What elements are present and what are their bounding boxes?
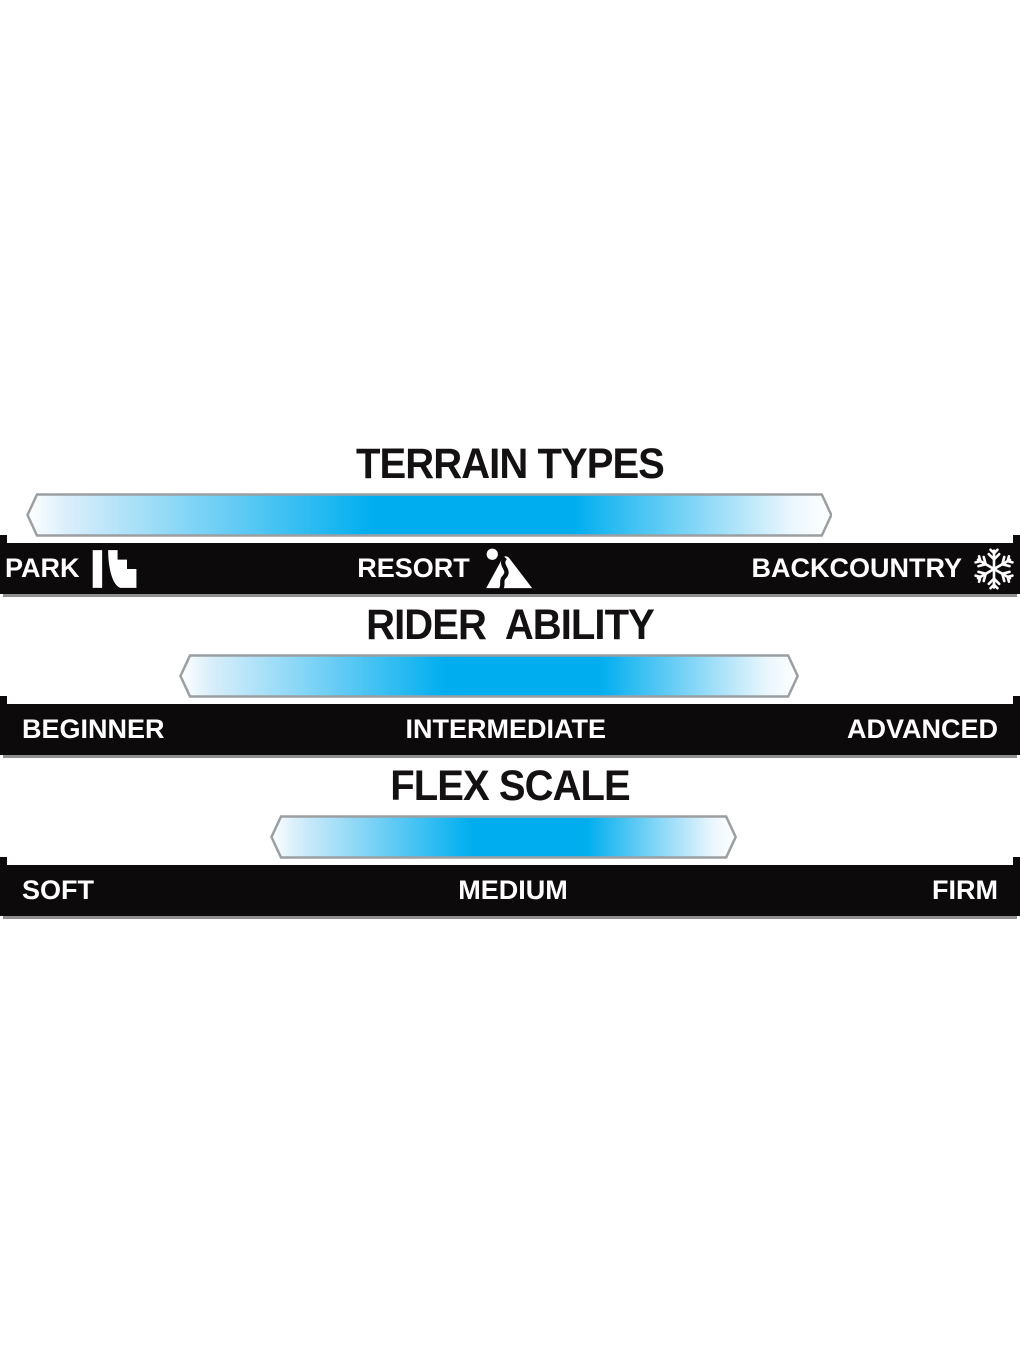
ability-gauge-bar [178,654,799,698]
terrain-gauge-bar [25,493,833,537]
terrain-gauge-shape [25,493,833,537]
ability-bar-row [0,654,1020,698]
terrain-label-park: PARK [5,553,80,583]
rider-ability-section: RIDER ABILITY BEGINNER INTERMEDIATE ADVA… [0,602,1020,755]
terrain-scale-band: PARK RESORT [0,535,1020,594]
park-label-group: PARK [5,548,139,590]
flex-scale-title: FLEX SCALE [390,762,630,810]
flex-scale-section: FLEX SCALE SOFT MEDIUM FIRM [0,763,1020,916]
firm-label-group: FIRM [932,875,998,906]
ability-scale-band: BEGINNER INTERMEDIATE ADVANCED [0,696,1020,755]
ability-label-intermediate: INTERMEDIATE [405,714,607,744]
snowflake-icon [973,547,1015,591]
advanced-label-group: ADVANCED [847,714,998,745]
flex-label-firm: FIRM [932,875,998,905]
medium-label-group: MEDIUM [458,875,568,906]
terrain-types-title: TERRAIN TYPES [356,440,665,488]
park-stairs-icon [91,548,139,590]
flex-label-medium: MEDIUM [458,875,568,905]
soft-label-group: SOFT [22,875,94,906]
backcountry-label-group: BACKCOUNTRY [752,547,1016,591]
terrain-label-backcountry: BACKCOUNTRY [751,553,963,583]
terrain-types-section: TERRAIN TYPES PARK [0,441,1020,594]
flex-scale-band: SOFT MEDIUM FIRM [0,857,1020,916]
flex-gauge-bar [270,815,738,859]
ability-label-beginner: BEGINNER [22,714,165,744]
skier-slope-icon [481,547,533,591]
ability-label-advanced: ADVANCED [846,714,998,744]
flex-bar-row [0,815,1020,859]
terrain-bar-row [0,493,1020,537]
rider-ability-title: RIDER ABILITY [366,601,655,649]
beginner-label-group: BEGINNER [22,714,165,745]
flex-label-soft: SOFT [22,875,94,905]
infographic-content: TERRAIN TYPES PARK [0,441,1020,916]
flex-gauge-shape [270,815,738,859]
terrain-label-resort: RESORT [357,553,470,583]
intermediate-label-group: INTERMEDIATE [406,714,607,745]
resort-label-group: RESORT [357,547,533,591]
ability-gauge-shape [178,654,799,698]
